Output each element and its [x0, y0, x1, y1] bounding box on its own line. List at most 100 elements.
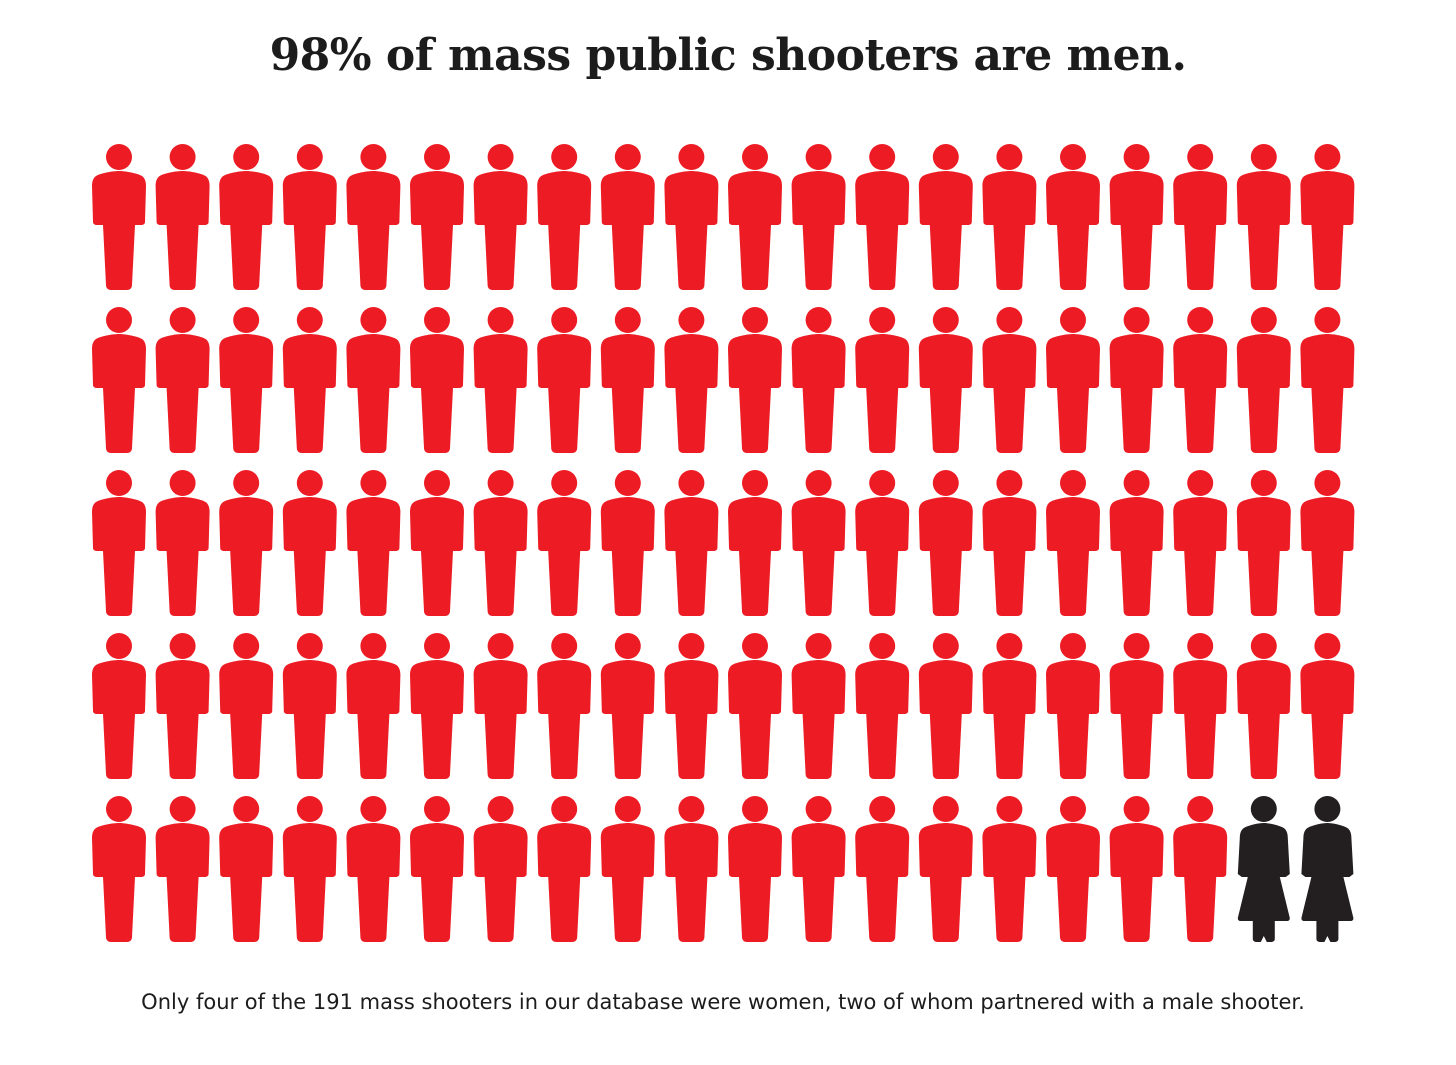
male-person-icon: [918, 144, 973, 290]
male-person-icon: [282, 796, 337, 942]
male-person-icon: [473, 796, 528, 942]
male-person-icon: [728, 144, 782, 290]
male-person-icon: [1046, 796, 1100, 942]
male-person-icon: [1046, 144, 1100, 290]
male-person-icon: [282, 633, 337, 779]
male-person-icon: [918, 633, 973, 779]
male-person-icon: [982, 633, 1037, 779]
male-person-icon: [1236, 144, 1291, 290]
male-person-icon: [855, 633, 910, 779]
female-person-icon: [1301, 796, 1354, 942]
male-person-icon: [282, 470, 337, 616]
male-person-icon: [1046, 307, 1100, 453]
male-person-icon: [664, 144, 719, 290]
male-person-icon: [982, 796, 1037, 942]
male-person-icon: [282, 307, 337, 453]
male-person-icon: [1300, 307, 1355, 453]
male-person-icon: [664, 470, 719, 616]
male-person-icon: [1173, 144, 1228, 290]
male-person-icon: [728, 633, 782, 779]
female-person-icon: [1237, 796, 1290, 942]
male-person-icon: [92, 633, 146, 779]
male-person-icon: [1173, 796, 1228, 942]
male-person-icon: [982, 470, 1037, 616]
male-person-icon: [664, 796, 719, 942]
male-person-icon: [537, 144, 592, 290]
male-person-icon: [346, 470, 401, 616]
male-person-icon: [346, 144, 401, 290]
male-person-icon: [1109, 633, 1164, 779]
male-person-icon: [537, 470, 592, 616]
male-person-icon: [92, 470, 146, 616]
male-person-icon: [537, 307, 592, 453]
male-person-icon: [600, 470, 655, 616]
male-person-icon: [1300, 144, 1355, 290]
male-person-icon: [855, 796, 910, 942]
male-person-icon: [410, 796, 464, 942]
male-person-icon: [600, 796, 655, 942]
male-person-icon: [410, 144, 464, 290]
male-person-icon: [537, 633, 592, 779]
male-person-icon: [600, 633, 655, 779]
male-person-icon: [982, 307, 1037, 453]
male-person-icon: [791, 307, 846, 453]
male-person-icon: [155, 796, 210, 942]
male-person-icon: [855, 307, 910, 453]
male-person-icon: [1046, 470, 1100, 616]
male-person-icon: [1300, 470, 1355, 616]
male-person-icon: [537, 796, 592, 942]
male-person-icon: [346, 796, 401, 942]
male-person-icon: [728, 470, 782, 616]
male-person-icon: [346, 307, 401, 453]
male-person-icon: [473, 144, 528, 290]
male-person-icon: [282, 144, 337, 290]
male-person-icon: [1236, 633, 1291, 779]
male-person-icon: [1173, 470, 1228, 616]
male-person-icon: [473, 470, 528, 616]
male-person-icon: [410, 470, 464, 616]
male-person-icon: [219, 307, 274, 453]
male-person-icon: [1109, 307, 1164, 453]
male-person-icon: [1300, 633, 1355, 779]
male-person-icon: [918, 796, 973, 942]
male-person-icon: [155, 633, 210, 779]
male-person-icon: [1236, 307, 1291, 453]
male-person-icon: [219, 633, 274, 779]
male-person-icon: [346, 633, 401, 779]
male-person-icon: [918, 307, 973, 453]
male-person-icon: [728, 796, 782, 942]
male-person-icon: [600, 307, 655, 453]
male-person-icon: [1109, 796, 1164, 942]
chart-title: 98% of mass public shooters are men.: [269, 30, 1187, 81]
male-person-icon: [92, 144, 146, 290]
male-person-icon: [92, 796, 146, 942]
male-person-icon: [473, 307, 528, 453]
male-person-icon: [664, 307, 719, 453]
male-person-icon: [410, 307, 464, 453]
icon-grid: [92, 144, 1355, 942]
male-person-icon: [410, 633, 464, 779]
male-person-icon: [982, 144, 1037, 290]
male-person-icon: [1109, 144, 1164, 290]
male-person-icon: [855, 144, 910, 290]
male-person-icon: [855, 470, 910, 616]
male-person-icon: [791, 144, 846, 290]
male-person-icon: [664, 633, 719, 779]
male-person-icon: [791, 633, 846, 779]
male-person-icon: [155, 470, 210, 616]
male-person-icon: [1046, 633, 1100, 779]
male-person-icon: [219, 796, 274, 942]
male-person-icon: [600, 144, 655, 290]
male-person-icon: [1236, 470, 1291, 616]
chart-caption: Only four of the 191 mass shooters in ou…: [141, 990, 1305, 1014]
male-person-icon: [791, 796, 846, 942]
male-person-icon: [219, 470, 274, 616]
male-person-icon: [1173, 633, 1228, 779]
male-person-icon: [1109, 470, 1164, 616]
male-person-icon: [473, 633, 528, 779]
male-person-icon: [155, 144, 210, 290]
male-person-icon: [219, 144, 274, 290]
male-person-icon: [155, 307, 210, 453]
male-person-icon: [92, 307, 146, 453]
